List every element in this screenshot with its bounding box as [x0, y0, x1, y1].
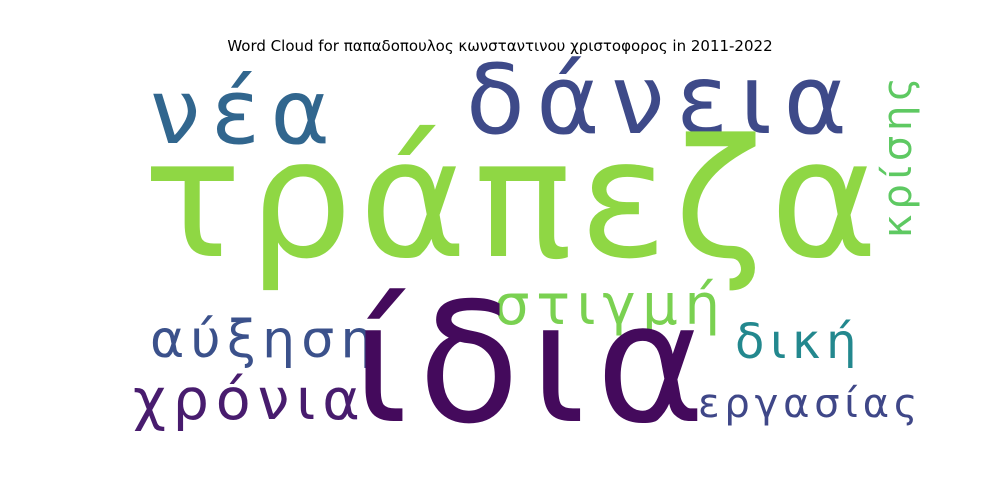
word-krisis: κρίσης — [875, 72, 921, 238]
word-trapeza: τράπεζα — [143, 104, 885, 295]
word-stigmi: στιγμή — [494, 273, 727, 338]
word-xronia: χρόνια — [133, 367, 367, 433]
word-diki: δική — [735, 314, 863, 370]
chart-title: Word Cloud for παπαδοπουλος κωνσταντινου… — [227, 37, 773, 55]
word-ergasias: εργασίας — [698, 381, 923, 427]
word-idia: ίδια — [352, 268, 716, 461]
word-nea: νέα — [150, 60, 341, 165]
word-ayxisi: αύξηση — [150, 310, 380, 370]
word-daneia: δάνεια — [466, 44, 859, 156]
